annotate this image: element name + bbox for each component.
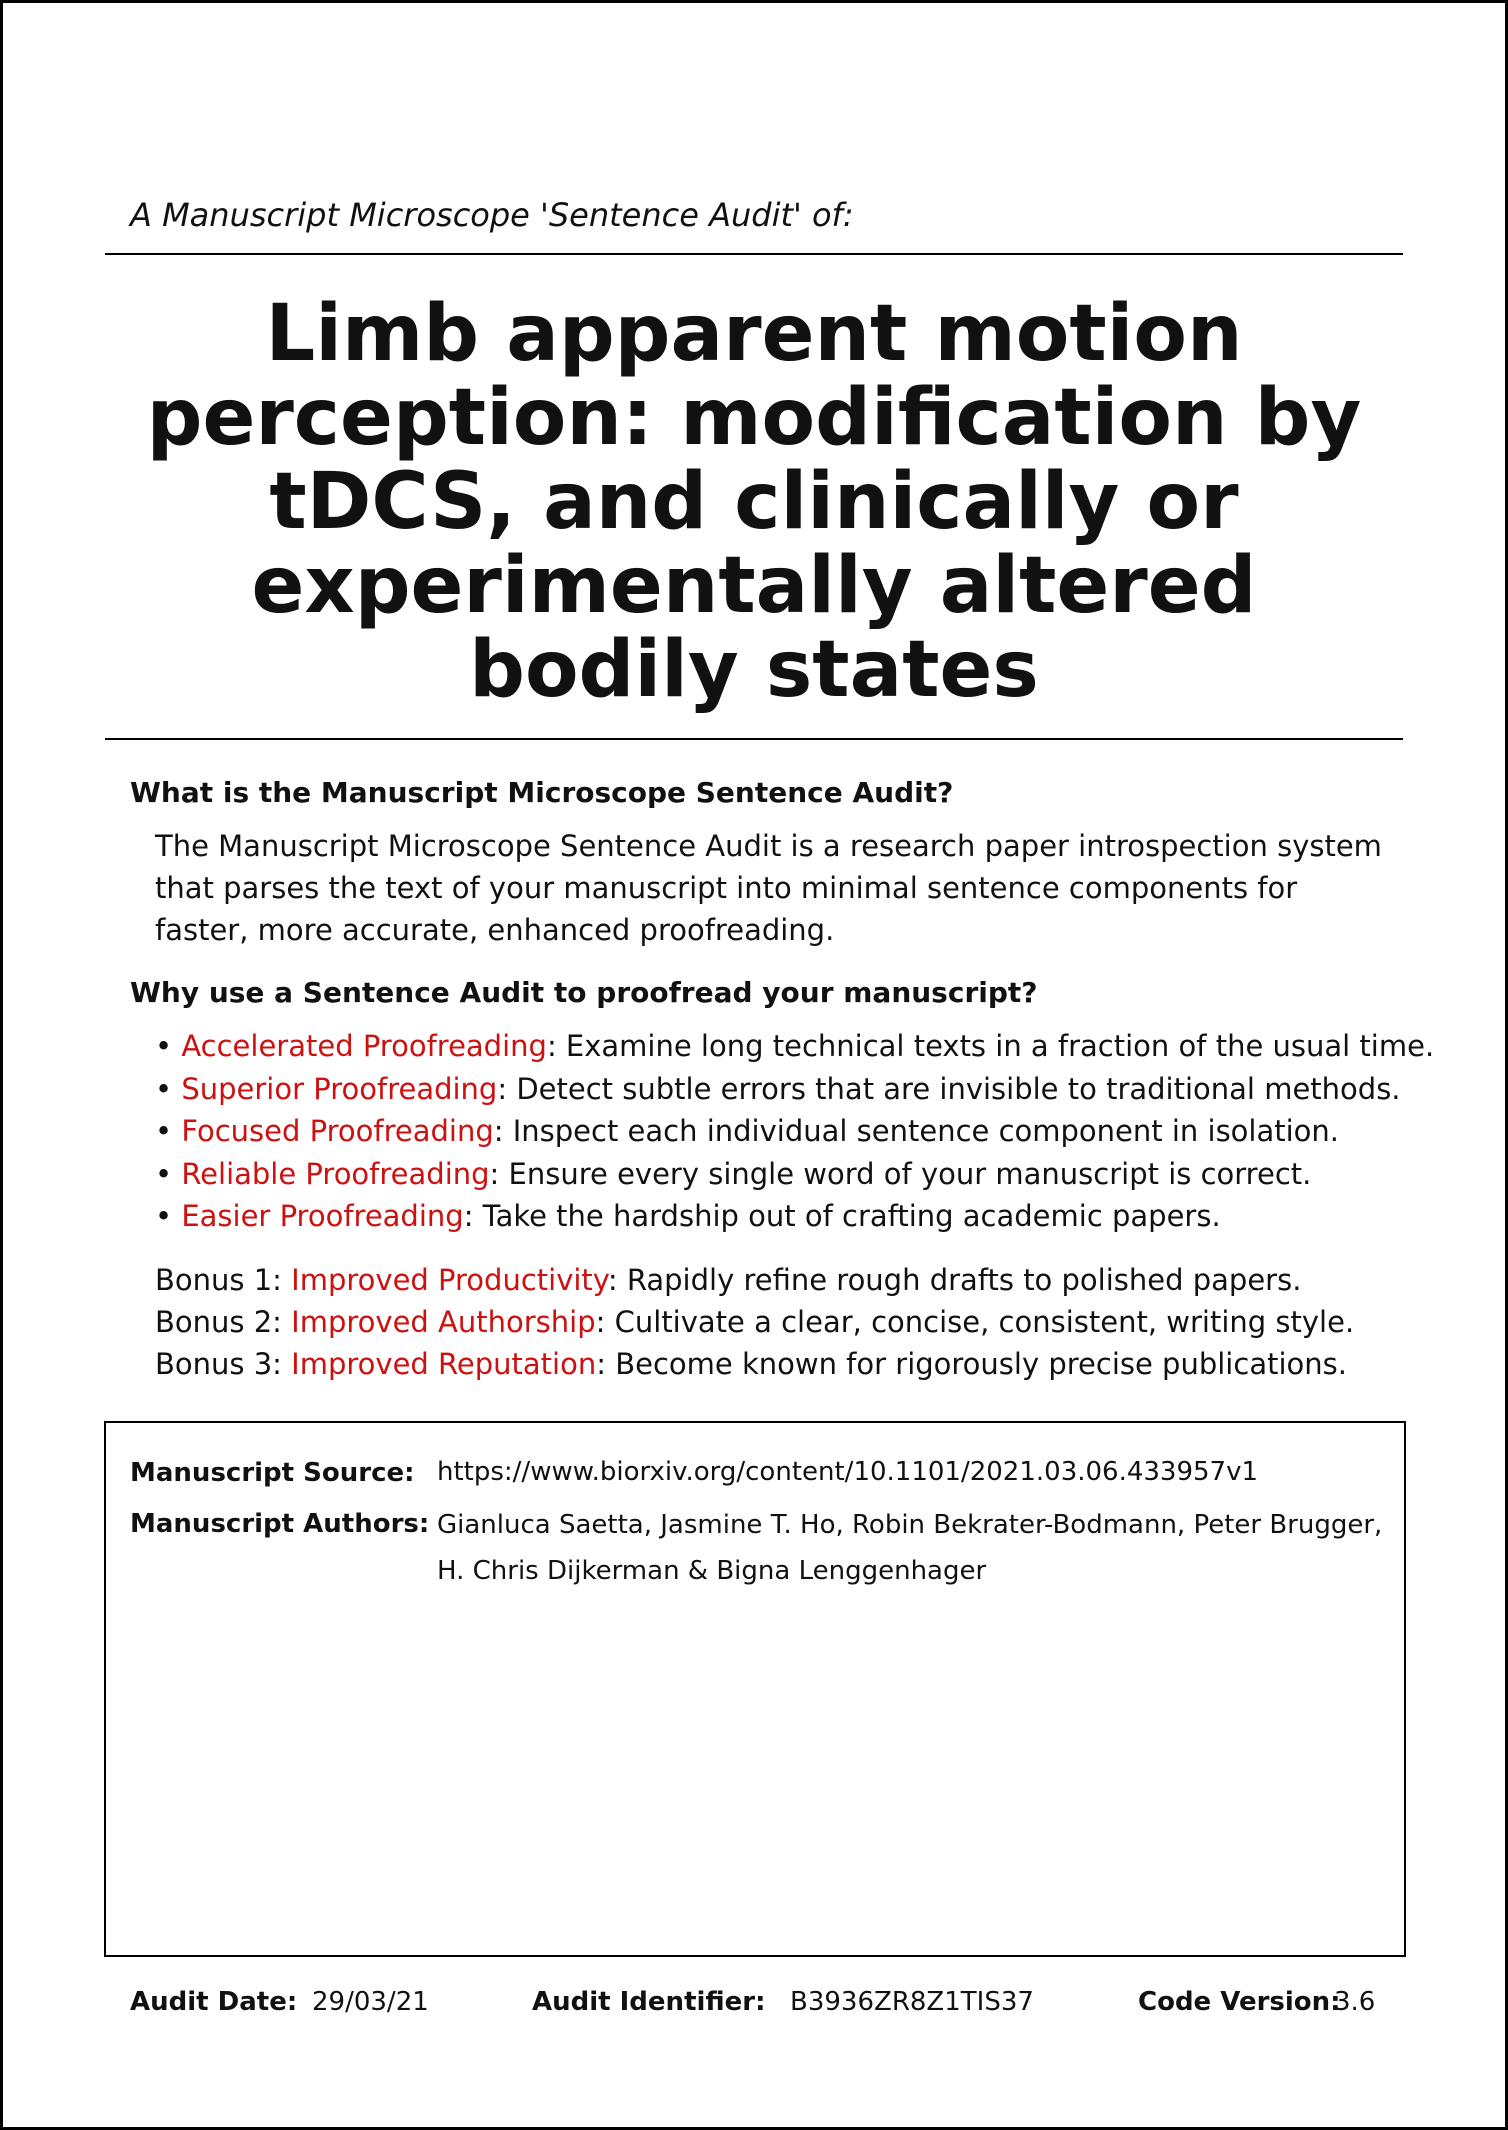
authors-line-1: Gianluca Saetta, Jasmine T. Ho, Robin Be… <box>437 1510 1383 1540</box>
bonus-term: Improved Reputation <box>291 1347 597 1381</box>
bonus-desc: : Rapidly refine rough drafts to polishe… <box>607 1263 1302 1297</box>
benefit-desc: : Ensure every single word of your manus… <box>489 1156 1312 1191</box>
why-heading: Why use a Sentence Audit to proofread yo… <box>130 976 1038 1009</box>
list-item: • Focused Proofreading: Inspect each ind… <box>155 1114 1340 1148</box>
bonus-term: Improved Authorship <box>291 1305 596 1339</box>
bonus-prefix: Bonus 3: <box>155 1347 292 1381</box>
bonus-list: Bonus 1: Improved Productivity: Rapidly … <box>155 1259 1354 1385</box>
list-item: Bonus 3: Improved Reputation: Become kno… <box>155 1343 1354 1385</box>
benefit-term: Focused Proofreading <box>181 1114 494 1148</box>
paper-title: Limb apparent motion perception: modific… <box>146 289 1362 715</box>
benefit-desc: : Detect subtle errors that are invisibl… <box>497 1071 1401 1106</box>
list-item: • Easier Proofreading: Take the hardship… <box>155 1199 1221 1233</box>
benefit-term: Easier Proofreading <box>181 1199 464 1233</box>
benefit-term: Accelerated Proofreading <box>181 1029 547 1063</box>
source-label: Manuscript Source: <box>130 1458 415 1488</box>
authors-line-2: H. Chris Dijkerman & Bigna Lenggenhager <box>437 1556 987 1586</box>
audit-date-label: Audit Date: <box>130 1987 298 2017</box>
bonus-prefix: Bonus 1: <box>155 1263 292 1297</box>
top-divider <box>105 253 1403 255</box>
authors-label: Manuscript Authors: <box>130 1509 430 1539</box>
benefit-term: Reliable Proofreading <box>181 1156 490 1191</box>
title-divider <box>105 738 1403 740</box>
code-version-value: 3.6 <box>1334 1987 1376 2017</box>
audit-date-value: 29/03/21 <box>312 1987 429 2017</box>
manuscript-info-box <box>104 1421 1406 1957</box>
list-item: • Accelerated Proofreading: Examine long… <box>155 1029 1435 1063</box>
what-heading: What is the Manuscript Microscope Senten… <box>130 776 954 809</box>
list-item: Bonus 2: Improved Authorship: Cultivate … <box>155 1301 1354 1343</box>
audit-subtitle: A Manuscript Microscope 'Sentence Audit'… <box>130 196 854 234</box>
list-item: • Superior Proofreading: Detect subtle e… <box>155 1071 1401 1106</box>
bonus-desc: : Cultivate a clear, concise, consistent… <box>595 1305 1355 1339</box>
benefit-desc: : Take the hardship out of crafting acad… <box>463 1199 1221 1233</box>
benefit-list: • Accelerated Proofreading: Examine long… <box>155 1025 1434 1238</box>
audit-identifier-value: B3936ZR8Z1TIS37 <box>790 1987 1034 2017</box>
source-link[interactable]: https://www.biorxiv.org/content/10.1101/… <box>437 1457 1259 1487</box>
bonus-term: Improved Productivity <box>291 1263 608 1297</box>
what-body: The Manuscript Microscope Sentence Audit… <box>155 829 1382 947</box>
benefit-desc: : Examine long technical texts in a frac… <box>546 1029 1435 1063</box>
bonus-prefix: Bonus 2: <box>155 1305 292 1339</box>
bonus-desc: : Become known for rigorously precise pu… <box>596 1347 1347 1381</box>
benefit-desc: : Inspect each individual sentence compo… <box>493 1114 1340 1148</box>
benefit-term: Superior Proofreading <box>181 1071 498 1106</box>
list-item: • Reliable Proofreading: Ensure every si… <box>155 1156 1312 1191</box>
list-item: Bonus 1: Improved Productivity: Rapidly … <box>155 1259 1354 1301</box>
code-version-label: Code Version: <box>1138 1987 1341 2017</box>
audit-identifier-label: Audit Identifier: <box>532 1987 766 2017</box>
